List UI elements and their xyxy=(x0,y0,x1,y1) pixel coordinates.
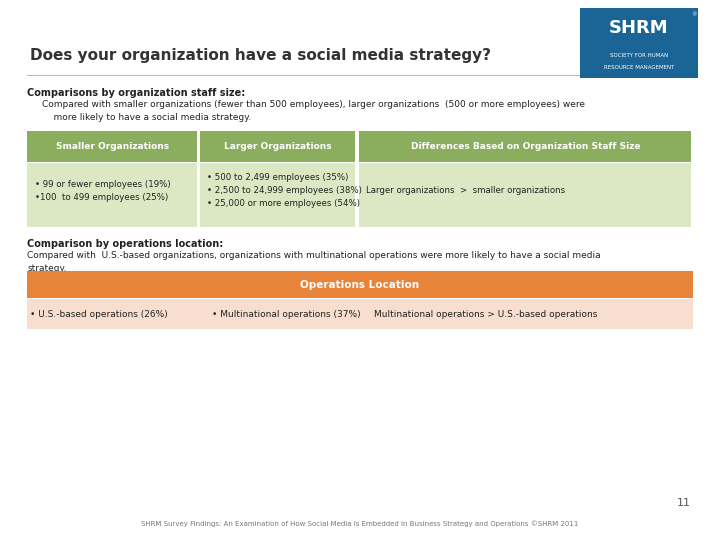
Text: ®: ® xyxy=(691,12,697,17)
Text: SHRM: SHRM xyxy=(609,19,669,37)
Text: RESOURCE MANAGEMENT: RESOURCE MANAGEMENT xyxy=(604,65,674,70)
Text: Multinational operations > U.S.-based operations: Multinational operations > U.S.-based op… xyxy=(374,310,598,319)
Bar xyxy=(200,163,355,227)
Bar xyxy=(359,163,691,227)
Text: Comparisons by organization staff size:: Comparisons by organization staff size: xyxy=(27,88,246,98)
Text: Larger organizations  >  smaller organizations: Larger organizations > smaller organizat… xyxy=(366,186,565,195)
Bar xyxy=(27,163,197,227)
Text: Compared with smaller organizations (fewer than 500 employees), larger organizat: Compared with smaller organizations (few… xyxy=(42,99,585,122)
Bar xyxy=(200,131,355,162)
Text: Comparison by operations location:: Comparison by operations location: xyxy=(27,239,224,249)
Text: SOCIETY FOR HUMAN: SOCIETY FOR HUMAN xyxy=(610,53,668,58)
Text: • U.S.-based operations (26%): • U.S.-based operations (26%) xyxy=(30,310,168,319)
Bar xyxy=(27,271,693,298)
Text: Operations Location: Operations Location xyxy=(300,280,420,289)
Text: 11: 11 xyxy=(678,498,691,508)
Bar xyxy=(27,299,693,329)
Text: • 500 to 2,499 employees (35%)
• 2,500 to 24,999 employees (38%)
• 25,000 or mor: • 500 to 2,499 employees (35%) • 2,500 t… xyxy=(207,173,362,208)
Text: Does your organization have a social media strategy?: Does your organization have a social med… xyxy=(30,48,491,63)
Bar xyxy=(580,8,698,78)
Text: SHRM Survey Findings: An Examination of How Social Media Is Embedded in Business: SHRM Survey Findings: An Examination of … xyxy=(141,521,579,527)
Bar xyxy=(359,131,691,162)
Text: Smaller Organizations: Smaller Organizations xyxy=(56,142,169,151)
Text: • 99 or fewer employees (19%)
•100  to 499 employees (25%): • 99 or fewer employees (19%) •100 to 49… xyxy=(35,180,170,201)
Text: Larger Organizations: Larger Organizations xyxy=(225,142,332,151)
Text: Differences Based on Organization Staff Size: Differences Based on Organization Staff … xyxy=(411,142,640,151)
Text: Compared with  U.S.-based organizations, organizations with multinational operat: Compared with U.S.-based organizations, … xyxy=(27,251,601,273)
Text: • Multinational operations (37%): • Multinational operations (37%) xyxy=(212,310,361,319)
Bar xyxy=(27,131,197,162)
